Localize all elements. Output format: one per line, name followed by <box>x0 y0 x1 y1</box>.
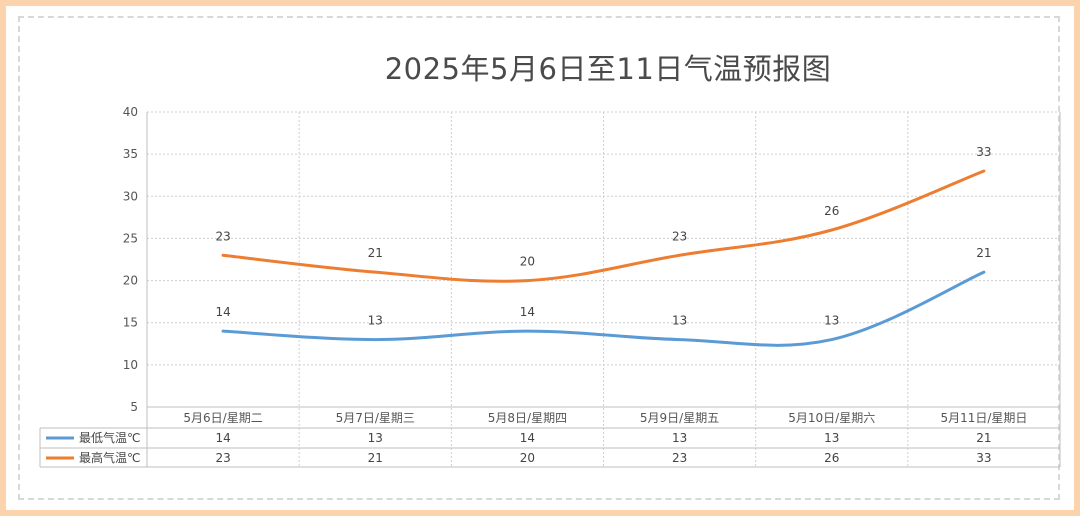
table-cell: 14 <box>520 431 535 445</box>
data-label: 23 <box>215 229 230 243</box>
data-label: 13 <box>824 314 839 328</box>
table-cell: 13 <box>368 431 383 445</box>
table-cell: 33 <box>976 451 991 465</box>
data-label: 21 <box>368 246 383 260</box>
data-label: 20 <box>520 255 535 269</box>
table-cell: 21 <box>976 431 991 445</box>
data-label: 23 <box>672 229 687 243</box>
data-label: 14 <box>520 305 535 319</box>
dashed-border <box>18 16 1060 500</box>
table-cell: 13 <box>672 431 687 445</box>
table-cell: 13 <box>824 431 839 445</box>
y-tick-label: 35 <box>123 147 138 161</box>
x-tick-label: 5月11日/星期日 <box>940 411 1027 425</box>
data-label: 21 <box>976 246 991 260</box>
data-label: 26 <box>824 204 839 218</box>
x-tick-label: 5月9日/星期五 <box>640 411 719 425</box>
table-cell: 20 <box>520 451 535 465</box>
chart-frame <box>6 6 1074 510</box>
data-label: 13 <box>368 314 383 328</box>
y-tick-label: 25 <box>123 231 138 245</box>
table-cell: 14 <box>215 431 230 445</box>
table-cell: 21 <box>368 451 383 465</box>
y-tick-label: 20 <box>123 274 138 288</box>
data-label: 33 <box>976 145 991 159</box>
series-line-0 <box>221 270 986 347</box>
x-tick-label: 5月8日/星期四 <box>488 411 567 425</box>
table-cell: 23 <box>672 451 687 465</box>
table-cell: 26 <box>824 451 839 465</box>
series-line-1 <box>221 169 986 283</box>
y-tick-label: 40 <box>123 105 138 119</box>
chart-title: 2025年5月6日至11日气温预报图 <box>384 52 832 86</box>
legend-label: 最低气温℃ <box>79 430 140 445</box>
y-tick-label: 10 <box>123 358 138 372</box>
table-cell: 23 <box>215 451 230 465</box>
x-tick-label: 5月10日/星期六 <box>788 411 875 425</box>
x-tick-label: 5月6日/星期二 <box>183 411 262 425</box>
x-tick-label: 5月7日/星期三 <box>336 411 415 425</box>
legend-label: 最高气温℃ <box>79 450 140 465</box>
data-label: 13 <box>672 314 687 328</box>
y-tick-label: 5 <box>130 400 138 414</box>
y-tick-label: 15 <box>123 316 138 330</box>
data-label: 14 <box>215 305 230 319</box>
y-tick-label: 30 <box>123 189 138 203</box>
